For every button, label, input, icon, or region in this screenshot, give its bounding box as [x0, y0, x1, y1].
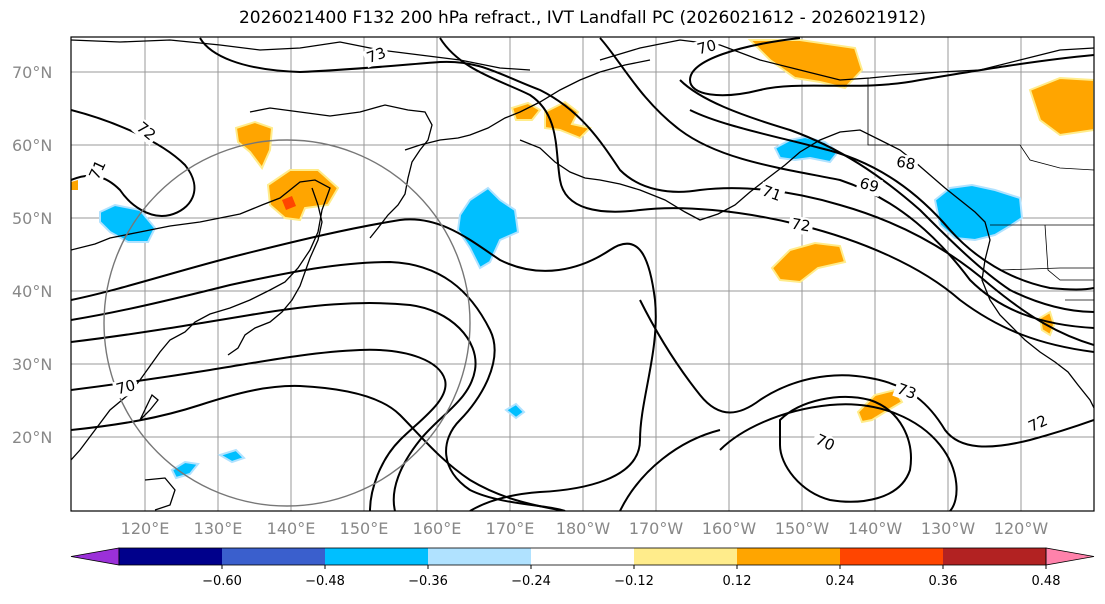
- colorbar-tick-label: 0.12: [723, 574, 752, 589]
- colorbar-extend-high: [1045, 547, 1095, 566]
- latitude-label: 20°N: [12, 428, 52, 447]
- latitude-label: 40°N: [12, 282, 52, 301]
- contour-label: 70: [695, 36, 718, 58]
- positive-shading: [71, 39, 1094, 424]
- colorbar-segment: [737, 548, 841, 565]
- colorbar-tick-label: −0.60: [202, 574, 242, 589]
- coastlines: [71, 39, 1094, 511]
- colorbar-tick-label: −0.12: [614, 574, 654, 589]
- colorbar-tick-label: −0.36: [408, 574, 448, 589]
- latitude-label: 70°N: [12, 63, 52, 82]
- longitude-labels: 120°E 130°E 140°E 150°E 160°E 170°E 180°W 170°W…: [121, 519, 1049, 538]
- colorbar-segment: [634, 548, 738, 565]
- longitude-label: 120°E: [121, 519, 170, 538]
- contour-label: 68: [895, 153, 917, 174]
- latitude-label: 30°N: [12, 355, 52, 374]
- colorbar-segment: [222, 548, 326, 565]
- negative-shading: [99, 135, 1024, 480]
- colorbar-segment: [943, 548, 1047, 565]
- colorbar-extend-low: [70, 547, 120, 566]
- contour-label: 69: [858, 174, 881, 196]
- colorbar: −0.60 −0.48 −0.36 −0.24 −0.12 0.12 0.24 0.36 0.4…: [70, 547, 1095, 589]
- longitude-label: 180°W: [556, 519, 611, 538]
- colorbar-tick-label: −0.24: [511, 574, 551, 589]
- projection-circle: [103, 139, 471, 507]
- longitude-label: 140°W: [848, 519, 903, 538]
- latitude-labels: 70°N 60°N 50°N 40°N 30°N 20°N: [12, 63, 52, 447]
- contour-label: 72: [790, 215, 812, 236]
- longitude-label: 120°W: [994, 519, 1049, 538]
- colorbar-segment: [325, 548, 429, 565]
- latitude-label: 50°N: [12, 209, 52, 228]
- colorbar-segment: [428, 548, 532, 565]
- latitude-label: 60°N: [12, 136, 52, 155]
- colorbar-segment: [531, 548, 635, 565]
- longitude-label: 160°W: [702, 519, 757, 538]
- map-title: 2026021400 F132 200 hPa refract., IVT La…: [238, 8, 926, 28]
- colorbar-tick-label: 0.48: [1032, 574, 1061, 589]
- country-borders: [867, 78, 1094, 301]
- longitude-label: 170°E: [486, 519, 535, 538]
- longitude-label: 160°E: [413, 519, 462, 538]
- longitude-label: 130°W: [921, 519, 976, 538]
- gridlines: [71, 37, 1094, 511]
- contour-label: 70: [114, 376, 137, 398]
- contour-label: 73: [364, 44, 388, 67]
- refractivity-contours: [71, 37, 1094, 511]
- contour-label: 71: [760, 182, 784, 205]
- colorbar-segment: [119, 548, 223, 565]
- colorbar-tick-label: 0.24: [826, 574, 855, 589]
- contour-label: 73: [895, 380, 919, 403]
- longitude-label: 130°E: [194, 519, 243, 538]
- longitude-label: 170°W: [629, 519, 684, 538]
- strong-positive-core: [282, 196, 296, 210]
- longitude-label: 150°W: [775, 519, 830, 538]
- map-frame: [70, 36, 1095, 512]
- longitude-label: 150°E: [340, 519, 389, 538]
- colorbar-segment: [840, 548, 944, 565]
- colorbar-tick-label: −0.48: [305, 574, 345, 589]
- longitude-label: 140°E: [267, 519, 316, 538]
- colorbar-tick-label: 0.36: [929, 574, 958, 589]
